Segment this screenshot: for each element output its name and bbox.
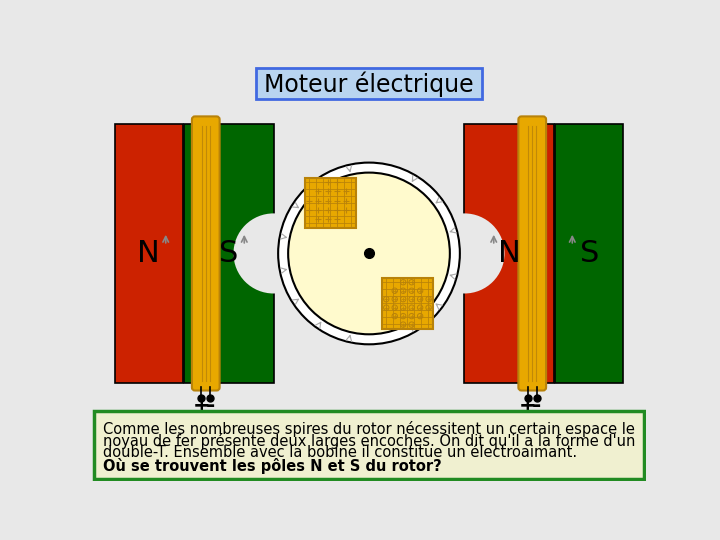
FancyBboxPatch shape [518,117,546,390]
Circle shape [288,173,450,334]
Text: N: N [138,239,160,268]
Polygon shape [382,279,433,328]
Circle shape [425,213,505,294]
Text: S: S [219,239,238,268]
FancyBboxPatch shape [256,68,482,99]
Circle shape [278,163,460,345]
Bar [184,124,274,383]
Bar [115,124,183,383]
Text: +: + [192,396,210,416]
FancyBboxPatch shape [94,411,644,479]
Text: -: - [532,396,541,416]
Text: Où se trouvent les pôles N et S du rotor?: Où se trouvent les pôles N et S du rotor… [102,457,441,474]
FancyBboxPatch shape [192,117,220,390]
Circle shape [233,213,314,294]
Text: Comme les nombreuses spires du rotor nécessitent un certain espace le: Comme les nombreuses spires du rotor néc… [102,421,634,436]
Bar [555,124,623,383]
Text: Moteur électrique: Moteur électrique [264,71,474,97]
Text: -: - [206,396,215,416]
Polygon shape [305,178,356,228]
Text: noyau de fer présente deux larges encoches. On dit qu'il a la forme d'un: noyau de fer présente deux larges encoch… [102,433,635,449]
Text: double-T. Ensemble avec la bobine il constitue un électroaimant.: double-T. Ensemble avec la bobine il con… [102,445,577,460]
Text: S: S [580,239,599,268]
Text: N: N [498,239,521,268]
Text: +: + [519,396,536,416]
Bar [464,124,554,383]
